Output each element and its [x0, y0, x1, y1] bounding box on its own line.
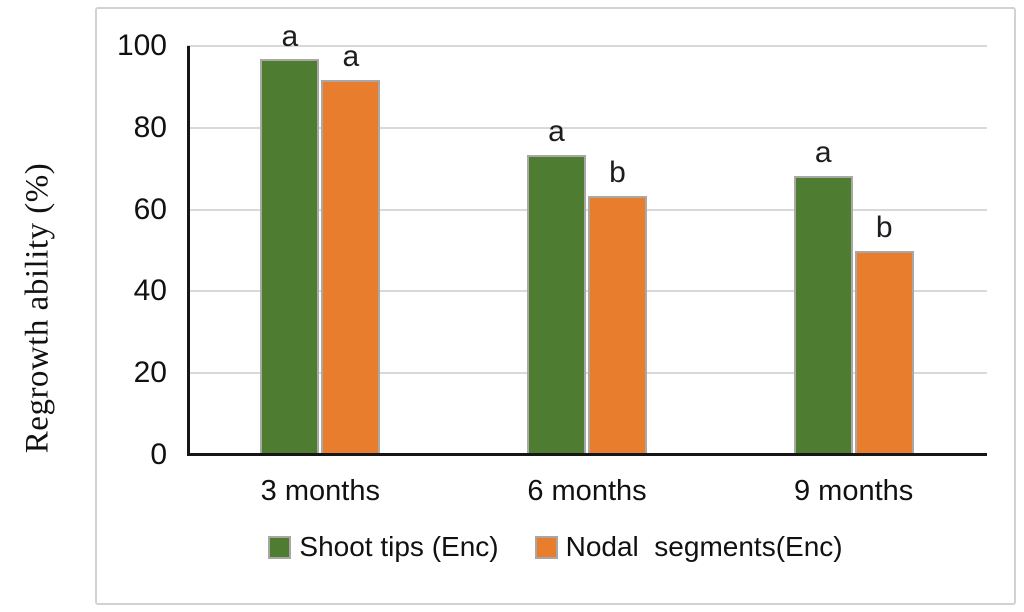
x-category-label-2: 6 months: [527, 475, 647, 507]
plot-area: a a a a b b: [187, 20, 987, 456]
significance-letter: b: [875, 210, 893, 244]
bar-shoot-6-months: [527, 155, 586, 455]
legend-swatch-icon: [268, 535, 292, 559]
gridline-60: [187, 208, 987, 211]
significance-letter: a: [342, 39, 360, 73]
bar-shoot-3-months: [260, 59, 320, 455]
y-tick-label-100: 100: [116, 29, 167, 62]
x-axis-line: [187, 453, 987, 456]
x-category-label-3: 9 months: [794, 475, 914, 507]
legend-label: Nodal segments(Enc): [565, 531, 843, 562]
gridline-40: [187, 290, 987, 293]
y-axis-title: Regrowth ability (%): [19, 162, 56, 454]
legend-swatch-icon: [534, 535, 558, 559]
legend-item: Nodal segments(Enc): [534, 531, 843, 563]
chart-legend: Shoot tips (Enc) Nodal segments(Enc): [97, 531, 1014, 563]
x-category-label-1: 3 months: [260, 475, 380, 507]
y-tick-label-0: 0: [150, 438, 167, 471]
significance-letter: a: [814, 135, 832, 169]
significance-letter: a: [548, 115, 565, 149]
chart-frame: a a a a b b Shoot tips (Enc) Nodal segments(En…: [95, 7, 1016, 605]
significance-letter: b: [609, 156, 626, 190]
gridline-20: [187, 372, 987, 375]
legend-label: Shoot tips (Enc): [299, 531, 499, 562]
gridline-100: [187, 45, 987, 47]
bar-nodal-9-months: [854, 250, 914, 455]
gridline-80: [187, 126, 987, 129]
significance-letter: a: [281, 19, 299, 53]
bar-shoot-9-months: [793, 175, 853, 455]
y-axis-line: [187, 46, 190, 456]
y-tick-label-20: 20: [133, 356, 167, 390]
bar-nodal-6-months: [588, 196, 647, 455]
y-tick-label-40: 40: [133, 274, 167, 308]
y-tick-label-80: 80: [133, 110, 167, 144]
bar-nodal-3-months: [321, 79, 381, 455]
legend-item: Shoot tips (Enc): [268, 531, 499, 563]
y-tick-label-60: 60: [133, 192, 167, 226]
